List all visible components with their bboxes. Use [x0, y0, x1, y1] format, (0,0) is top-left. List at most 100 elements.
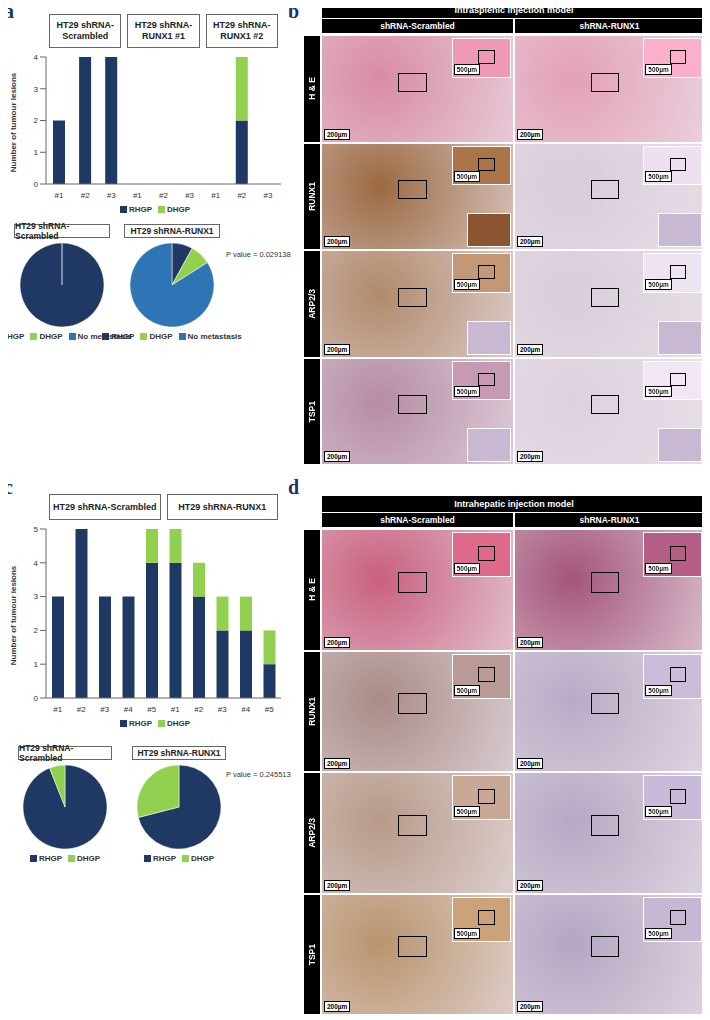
- html-text:Number of tumour lesions: Number of tumour lesions: [9, 72, 19, 172]
- html-text:500µm: 500µm: [648, 388, 669, 396]
- html-text:500µm: 500µm: [456, 388, 478, 396]
- html-text:200µm: 200µm: [327, 238, 348, 245]
- html-text:200µm: 200µm: [327, 453, 348, 460]
- html-text:No metastasis: No metastasis: [77, 332, 132, 341]
- svg-text:2: 2: [34, 626, 39, 635]
- html-text:RHGP: RHGP: [128, 205, 152, 214]
- html-text:500µm: 500µm: [648, 686, 669, 694]
- html-text:500µm: 500µm: [648, 66, 669, 73]
- html-text:RHGP: RHGP: [38, 854, 62, 863]
- html-text:HT29 shRNA-RUNX1 #2: HT29 shRNA-RUNX1 #2: [213, 20, 271, 41]
- svg-text:#4: #4: [124, 705, 133, 714]
- svg-text:#2: #2: [159, 191, 168, 200]
- html-text:P value = 0.245513: P value = 0.245513: [226, 770, 291, 779]
- html-text:shRNA-Scrambled: shRNA-Scrambled: [380, 21, 455, 31]
- html-text:HT29 shRNA-RUNX1: HT29 shRNA-RUNX1: [137, 748, 221, 758]
- svg-text:0: 0: [34, 180, 39, 189]
- svg-text:0: 0: [34, 694, 39, 703]
- html-text:500µm: 500µm: [456, 565, 478, 572]
- svg-text:#3: #3: [185, 191, 194, 200]
- html-text:500µm: 500µm: [456, 66, 478, 73]
- svg-text:#5: #5: [147, 705, 156, 714]
- html-text:H & E: H & E: [307, 578, 317, 602]
- svg-text:4: 4: [34, 53, 39, 62]
- html-text:Intrahepatic injection model: Intrahepatic injection model: [454, 499, 574, 509]
- html-text:HT29 shRNA-RUNX1: HT29 shRNA-RUNX1: [178, 501, 267, 512]
- html-text:b: b: [288, 0, 300, 22]
- svg-text:2: 2: [34, 116, 39, 125]
- html-text:RHGP: RHGP: [128, 719, 152, 728]
- html-text:DHGP: DHGP: [77, 854, 101, 863]
- html-text:DHGP: DHGP: [191, 854, 215, 863]
- svg-text:#3: #3: [107, 191, 116, 200]
- svg-text:3: 3: [34, 592, 39, 601]
- html-text:200µm: 200µm: [520, 130, 541, 138]
- html-text:Number of tumour lesions: Number of tumour lesions: [9, 565, 19, 665]
- html-text:H & E: H & E: [307, 77, 317, 101]
- html-text:shRNA-RUNX1: shRNA-RUNX1: [579, 21, 640, 31]
- html-text:200µm: 200µm: [520, 453, 541, 460]
- svg-text:#3: #3: [100, 705, 109, 714]
- svg-text:#3: #3: [218, 705, 227, 714]
- html-text:HT29 shRNA-RUNX1: HT29 shRNA-RUNX1: [130, 226, 214, 236]
- html-text:200µm: 200µm: [520, 881, 541, 889]
- html-text:500µm: 500µm: [456, 173, 478, 181]
- html-text:500µm: 500µm: [648, 173, 669, 181]
- svg-text:3: 3: [34, 85, 39, 94]
- html-text:No metastasis: No metastasis: [187, 332, 242, 341]
- html-text:HT29 shRNA-Scrambled: HT29 shRNA-Scrambled: [53, 501, 157, 512]
- html-text:DHGP: DHGP: [39, 332, 63, 341]
- html-text:a: a: [4, 0, 14, 22]
- html-text:TSP1: TSP1: [307, 400, 317, 422]
- svg-text:4: 4: [34, 559, 39, 568]
- html-text:TSP1: TSP1: [307, 943, 317, 965]
- svg-text:#1: #1: [171, 705, 180, 714]
- html-text:shRNA-Scrambled: shRNA-Scrambled: [380, 515, 455, 525]
- html-text:500µm: 500µm: [648, 929, 669, 937]
- html-text:200µm: 200µm: [327, 881, 348, 889]
- html-text:ARP2/3: ARP2/3: [307, 288, 317, 319]
- html-text:200µm: 200µm: [327, 638, 348, 646]
- svg-text:#1: #1: [53, 705, 62, 714]
- html-text:500µm: 500µm: [456, 929, 478, 937]
- svg-text:#5: #5: [265, 705, 274, 714]
- html-text:200µm: 200µm: [327, 345, 348, 353]
- svg-text:#3: #3: [263, 191, 272, 200]
- html-text:200µm: 200µm: [520, 638, 541, 646]
- html-text:ARP2/3: ARP2/3: [307, 817, 317, 848]
- html-text:RHGP: RHGP: [1, 332, 25, 341]
- html-text:c: c: [4, 476, 13, 498]
- svg-text:#1: #1: [211, 191, 220, 200]
- html-text:500µm: 500µm: [456, 686, 478, 694]
- svg-text:1: 1: [34, 660, 39, 669]
- html-text:DHGP: DHGP: [149, 332, 173, 341]
- svg-text:#4: #4: [241, 705, 250, 714]
- html-text:RUNX1: RUNX1: [307, 696, 317, 726]
- html-text:Intrasplenic injection model: Intrasplenic injection model: [454, 5, 574, 15]
- html-text:RHGP: RHGP: [152, 854, 176, 863]
- html-text:200µm: 200µm: [327, 130, 348, 138]
- svg-text:#1: #1: [133, 191, 142, 200]
- html-text:200µm: 200µm: [520, 345, 541, 353]
- svg-text:#2: #2: [77, 705, 86, 714]
- html-text:HT29 shRNA-RUNX1 #1: HT29 shRNA-RUNX1 #1: [134, 20, 193, 41]
- svg-text:#1: #1: [55, 191, 64, 200]
- html-text:HT29 shRNA-Scrambled: HT29 shRNA-Scrambled: [19, 743, 74, 763]
- html-text:200µm: 200µm: [520, 238, 541, 245]
- svg-text:1: 1: [34, 148, 39, 157]
- html-text:HT29 shRNA-Scrambled: HT29 shRNA-Scrambled: [15, 221, 70, 241]
- html-text:DHGP: DHGP: [167, 719, 191, 728]
- html-text:shRNA-RUNX1: shRNA-RUNX1: [579, 515, 640, 525]
- svg-text:#2: #2: [194, 705, 203, 714]
- html-text:RHGP: RHGP: [111, 332, 135, 341]
- html-text:HT29 shRNA-Scrambled: HT29 shRNA-Scrambled: [56, 20, 114, 41]
- svg-text:5: 5: [34, 525, 39, 534]
- html-text:500µm: 500µm: [648, 281, 669, 288]
- svg-text:#2: #2: [237, 191, 246, 200]
- html-text:d: d: [288, 476, 300, 498]
- html-text:500µm: 500µm: [456, 281, 478, 288]
- html-text:RUNX1: RUNX1: [307, 181, 317, 211]
- svg-text:#2: #2: [81, 191, 90, 200]
- html-text:P value = 0.029138: P value = 0.029138: [226, 250, 291, 259]
- html-text:DHGP: DHGP: [167, 205, 191, 214]
